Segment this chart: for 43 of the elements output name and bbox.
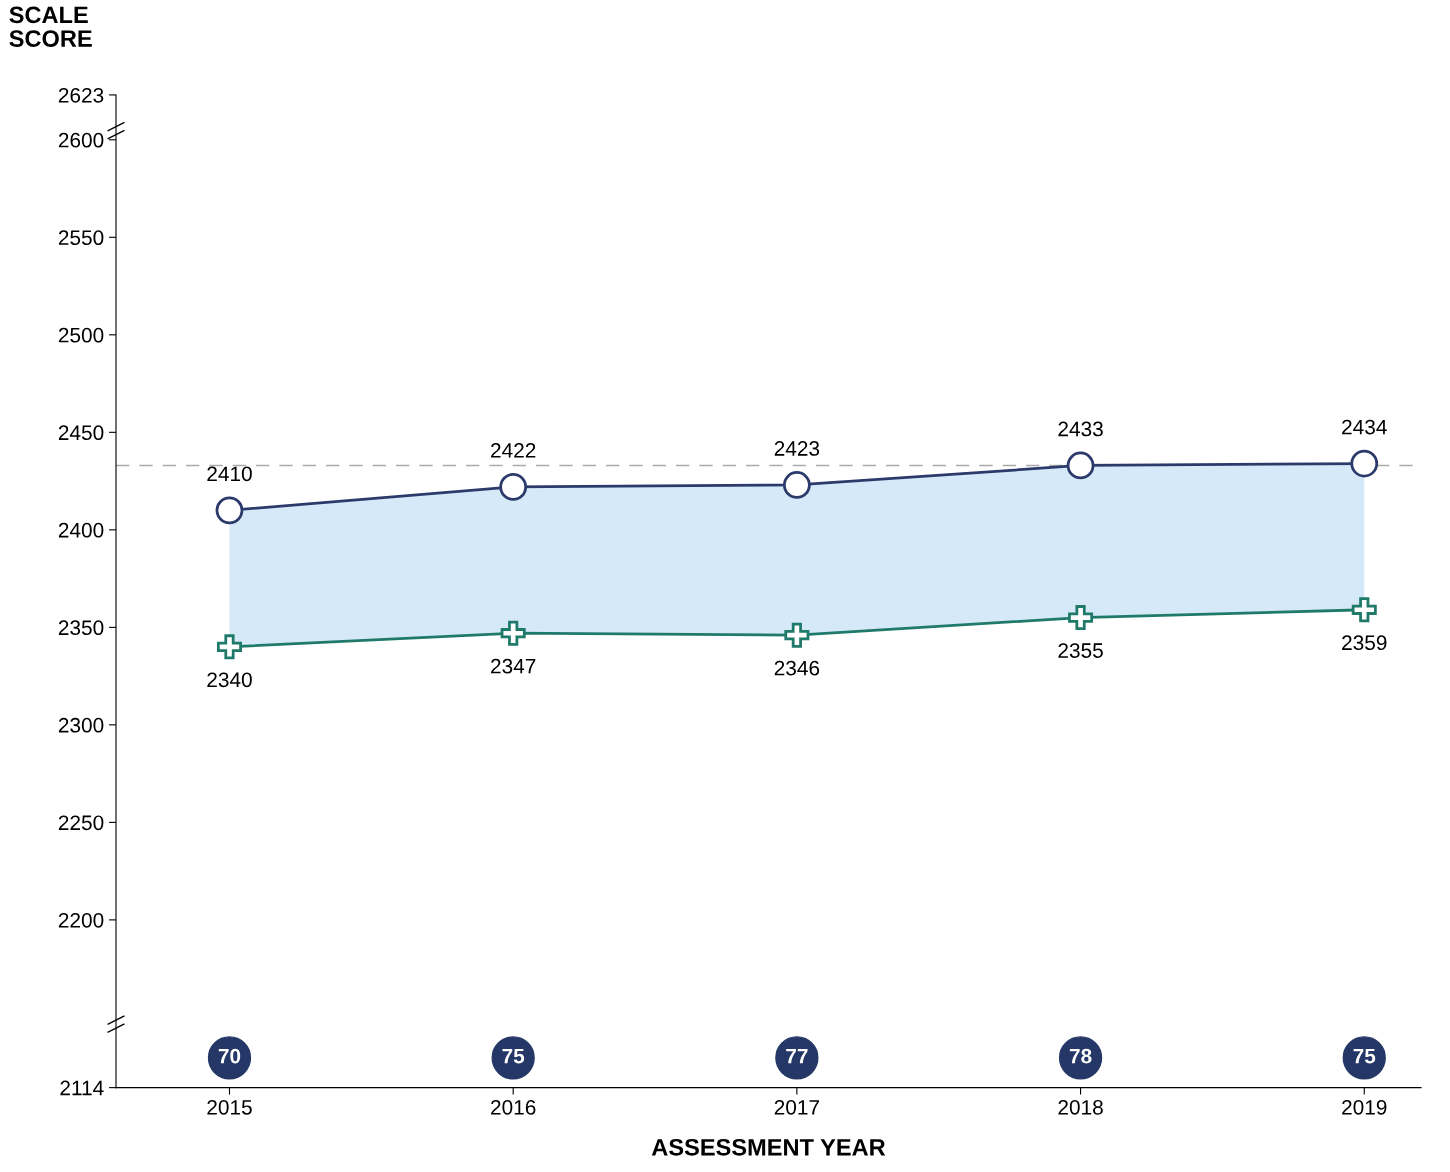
data-label: 2422 <box>491 443 536 458</box>
point <box>784 622 810 648</box>
x-tick-label: 2017 <box>774 1099 819 1115</box>
point <box>1351 597 1377 623</box>
annotation: 77 <box>786 1048 808 1064</box>
data-label: 2347 <box>491 658 536 674</box>
data-label: 2433 <box>1058 421 1103 437</box>
point <box>1350 449 1379 478</box>
annotation: 75 <box>1353 1048 1376 1064</box>
y-tick-label: 2400 <box>58 522 104 538</box>
point <box>215 496 244 525</box>
data-label: 2359 <box>1342 635 1387 651</box>
point <box>500 620 526 646</box>
point <box>1068 605 1094 631</box>
x-tick-label: 2015 <box>207 1099 252 1115</box>
x-tick-label: 2018 <box>1058 1099 1103 1115</box>
x-axis-title: ASSESSMENT YEAR <box>651 1138 886 1156</box>
y-tick-label: 2450 <box>58 425 104 441</box>
point <box>782 471 811 499</box>
x-tick-label: 2019 <box>1342 1099 1387 1115</box>
y-tick-label: 2300 <box>58 717 104 733</box>
data-label: 2423 <box>774 441 820 456</box>
annotation: 78 <box>1069 1048 1092 1064</box>
data-label: 2410 <box>207 466 252 482</box>
y-tick-label: 2623 <box>58 87 104 103</box>
point <box>216 634 242 660</box>
data-label: 2346 <box>774 660 820 676</box>
data-label: 2355 <box>1058 643 1103 658</box>
y-tick-label: 2200 <box>58 912 104 928</box>
y-tick-label: 2114 <box>60 1080 104 1096</box>
data-label: 2434 <box>1342 419 1387 435</box>
annotation: 75 <box>502 1048 525 1064</box>
y-tick-label: 2500 <box>58 327 104 343</box>
data-label: 2340 <box>207 672 252 688</box>
annotation: 70 <box>218 1048 241 1064</box>
y-axis-title: SCALE SCORE <box>9 6 92 47</box>
y-tick-label: 2550 <box>58 230 104 246</box>
y-tick-label: 2250 <box>58 815 104 831</box>
y-tick-label: 2350 <box>58 620 104 636</box>
y-tick-label: 2600 <box>58 132 104 148</box>
point <box>1066 451 1095 480</box>
point <box>499 473 528 501</box>
x-tick-label: 2016 <box>491 1099 536 1115</box>
